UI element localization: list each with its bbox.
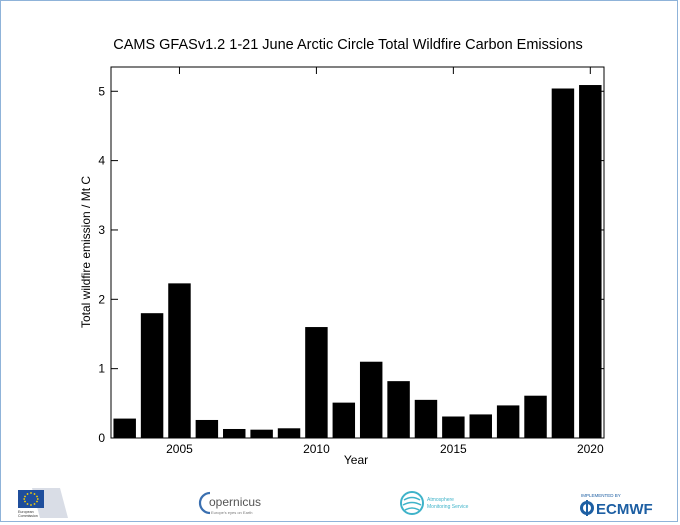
x-tick-label-2005: 2005 (166, 442, 193, 456)
chart-title: CAMS GFASv1.2 1-21 June Arctic Circle To… (113, 37, 583, 53)
y-axis-label: Total wildfire emission / Mt C (79, 176, 93, 328)
y-tick-label-1: 1 (98, 362, 105, 376)
y-tick-label-3: 3 (98, 223, 105, 237)
copernicus-name: opernicus (209, 495, 261, 509)
bar-2010 (305, 327, 328, 438)
x-tick-label-2010: 2010 (303, 442, 330, 456)
x-tick-label-2015: 2015 (440, 442, 467, 456)
bar-2003 (113, 418, 136, 438)
y-tick-label-0: 0 (98, 431, 105, 445)
bar-2019 (551, 88, 575, 438)
bar-2012 (359, 361, 383, 438)
atmosphere-line-1: Atmosphere (427, 497, 454, 503)
bar-2006 (195, 419, 219, 438)
bar-2007 (223, 428, 246, 438)
bar-2020 (579, 85, 602, 438)
bar-2014 (414, 399, 438, 438)
x-axis-label: Year (344, 453, 368, 467)
bar-2016 (469, 414, 492, 438)
bar-2013 (387, 381, 410, 438)
bars-group (113, 85, 602, 438)
axes-group: 0 1 2 3 4 5 2005 2010 2015 2020 (98, 66, 605, 456)
y-tick-label-2: 2 (98, 292, 105, 306)
plot-area-border (110, 66, 605, 439)
copernicus-tagline: Europe's eyes on Earth (211, 510, 252, 515)
bar-2008 (250, 429, 273, 438)
bar-2018 (524, 395, 547, 438)
ecmwf-logo: IMPLEMENTED BY ECMWF (578, 490, 658, 518)
bar-2011 (332, 402, 356, 438)
y-tick-label-4: 4 (98, 154, 105, 168)
copernicus-logo: opernicus Europe's eyes on Earth (196, 488, 280, 518)
bar-2017 (496, 405, 520, 438)
atmosphere-line-2: Monitoring Service (427, 504, 469, 510)
x-tick-label-2020: 2020 (577, 442, 604, 456)
y-tick-label-5: 5 (98, 84, 105, 98)
atmosphere-monitoring-logo: Atmosphere Monitoring Service (398, 488, 482, 518)
eu-label-2: Commission (18, 514, 38, 518)
bar-2009 (277, 428, 301, 438)
eu-label-1: European (18, 510, 34, 514)
ecmwf-emblem-icon (580, 500, 594, 516)
eu-commission-logo: European Commission (12, 484, 68, 520)
bar-2004 (140, 313, 164, 438)
ecmwf-name: ECMWF (596, 501, 653, 518)
bar-2005 (168, 283, 191, 438)
bar-2015 (442, 416, 465, 438)
ecmwf-prefix: IMPLEMENTED BY (581, 493, 621, 498)
